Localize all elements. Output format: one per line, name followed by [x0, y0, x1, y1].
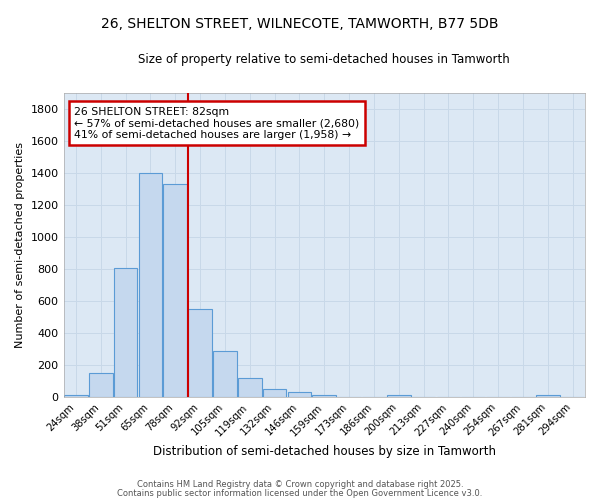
Bar	[313, 394, 336, 397]
Bar	[163, 184, 187, 397]
Bar	[263, 389, 286, 397]
X-axis label: Distribution of semi-detached houses by size in Tamworth: Distribution of semi-detached houses by …	[153, 444, 496, 458]
Bar	[387, 396, 410, 397]
Bar	[536, 396, 560, 397]
Text: Contains public sector information licensed under the Open Government Licence v3: Contains public sector information licen…	[118, 488, 482, 498]
Bar	[139, 173, 162, 397]
Bar	[238, 378, 262, 397]
Text: 26 SHELTON STREET: 82sqm
← 57% of semi-detached houses are smaller (2,680)
41% o: 26 SHELTON STREET: 82sqm ← 57% of semi-d…	[74, 106, 359, 140]
Text: 26, SHELTON STREET, WILNECOTE, TAMWORTH, B77 5DB: 26, SHELTON STREET, WILNECOTE, TAMWORTH,…	[101, 18, 499, 32]
Bar	[188, 309, 212, 397]
Bar	[114, 268, 137, 397]
Text: Contains HM Land Registry data © Crown copyright and database right 2025.: Contains HM Land Registry data © Crown c…	[137, 480, 463, 489]
Bar	[213, 350, 237, 397]
Title: Size of property relative to semi-detached houses in Tamworth: Size of property relative to semi-detach…	[139, 52, 510, 66]
Bar	[287, 392, 311, 397]
Bar	[64, 394, 88, 397]
Bar	[89, 373, 113, 397]
Y-axis label: Number of semi-detached properties: Number of semi-detached properties	[15, 142, 25, 348]
